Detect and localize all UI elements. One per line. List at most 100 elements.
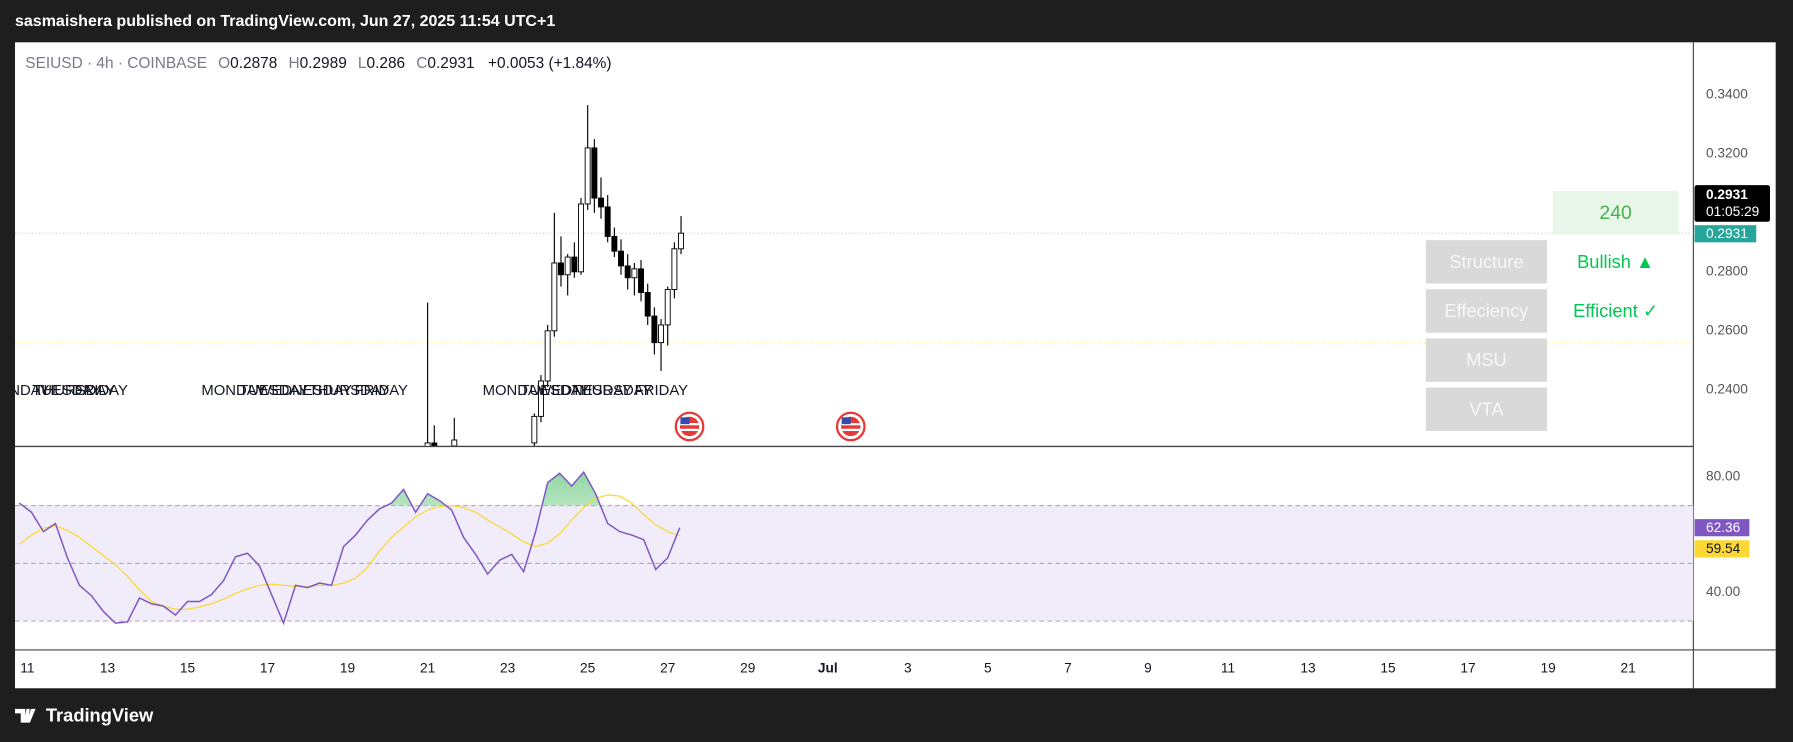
candle-body bbox=[538, 380, 544, 417]
x-tick-label: 19 bbox=[1540, 660, 1555, 675]
day-label: FRIDAY bbox=[355, 383, 408, 399]
x-tick-label: 9 bbox=[1144, 660, 1152, 675]
candle-body bbox=[424, 442, 431, 446]
x-tick-label: 25 bbox=[580, 660, 596, 675]
rsi-tick-label: 40.00 bbox=[1706, 584, 1741, 599]
rsi-tag bbox=[1694, 519, 1750, 537]
candle-body bbox=[611, 235, 618, 252]
day-label: TUESDAY bbox=[32, 383, 101, 399]
y-tick-label: 0.3200 bbox=[1706, 145, 1748, 160]
day-label: TUESDAY bbox=[239, 383, 308, 399]
legend-open: 0.2878 bbox=[230, 55, 277, 72]
event-flag bbox=[674, 411, 705, 442]
candle-body bbox=[551, 262, 558, 332]
candle-body bbox=[624, 265, 631, 279]
last-price-tag bbox=[1694, 225, 1757, 243]
status-table: 240 Structure Bullish ▲ Effeciency Efficien… bbox=[1425, 190, 1679, 432]
candle-body bbox=[598, 197, 604, 208]
rsi-band bbox=[15, 505, 1694, 622]
candle-body bbox=[664, 289, 671, 326]
price-pane: MONDAYTUESDAYTHURSDAYFRIDAYMONDAYTUESDAY… bbox=[0, 105, 1694, 446]
day-label: MONDAY bbox=[483, 383, 547, 399]
x-tick-label: 7 bbox=[1064, 660, 1072, 675]
candle-body bbox=[558, 262, 564, 276]
brand: TradingView bbox=[46, 705, 154, 726]
day-label: THURSDAY bbox=[34, 383, 115, 399]
row-label-cell bbox=[1425, 289, 1548, 333]
x-tick-label: 3 bbox=[904, 660, 912, 675]
row-label: MSU bbox=[1466, 349, 1507, 370]
day-label: WEDNESDAY bbox=[538, 383, 633, 399]
day-label: MONDAY bbox=[0, 383, 49, 399]
candle-body bbox=[591, 147, 598, 199]
row-value: Bullish ▲ bbox=[1577, 251, 1654, 272]
price-tag bbox=[1694, 185, 1770, 222]
rsi-tag-value: 62.36 bbox=[1706, 520, 1741, 535]
indicator-line bbox=[19, 494, 680, 610]
y-tick-label: 0.3400 bbox=[1706, 86, 1748, 101]
row-label: Effeciency bbox=[1444, 300, 1529, 321]
x-tick-label: 13 bbox=[100, 660, 116, 675]
last-price-value: 0.2931 bbox=[1706, 226, 1748, 241]
x-tick-label: 11 bbox=[20, 660, 34, 675]
candle-body bbox=[644, 292, 651, 317]
legend-o: O bbox=[218, 55, 230, 72]
publish-header: sasmaishera published on TradingView.com… bbox=[15, 13, 555, 30]
x-tick-label: 27 bbox=[660, 660, 675, 675]
x-tick-label: 5 bbox=[984, 660, 992, 675]
day-label: TUESDAY bbox=[520, 383, 589, 399]
legend-symbol: SEIUSD · 4h · COINBASE bbox=[25, 55, 207, 72]
day-label: FRIDAY bbox=[74, 383, 127, 399]
row-value: Efficient ✓ bbox=[1573, 300, 1658, 321]
x-tick-label: 15 bbox=[180, 660, 196, 675]
candle-body bbox=[631, 268, 638, 279]
x-tick-label: 17 bbox=[1460, 660, 1475, 675]
candle-body bbox=[658, 324, 665, 344]
event-flag bbox=[835, 411, 866, 442]
row-label: VTA bbox=[1469, 398, 1504, 419]
row-label: Structure bbox=[1449, 251, 1523, 272]
day-label: WEDNESDAY bbox=[257, 383, 352, 399]
x-tick-label: 23 bbox=[500, 660, 516, 675]
price-tag-value: 0.2931 bbox=[1706, 187, 1748, 202]
candle-body bbox=[451, 439, 458, 446]
ma-tag-value: 59.54 bbox=[1706, 541, 1741, 556]
logo: TradingView bbox=[15, 705, 154, 726]
candle-body bbox=[544, 330, 551, 382]
legend-l: L bbox=[358, 55, 367, 72]
y-tick-label: 0.2800 bbox=[1706, 263, 1748, 278]
x-tick-label: 21 bbox=[1621, 660, 1636, 675]
day-label: THURSDAY bbox=[309, 383, 390, 399]
candle-body bbox=[584, 147, 591, 205]
x-tick-label: 21 bbox=[420, 660, 435, 675]
ma-tag bbox=[1694, 540, 1750, 558]
candle-body bbox=[678, 232, 685, 250]
x-tick-label: 11 bbox=[1221, 660, 1235, 675]
candle-body bbox=[431, 442, 438, 446]
candle-body bbox=[671, 248, 678, 290]
legend-close: 0.2931 bbox=[427, 55, 474, 72]
candle-body bbox=[531, 415, 538, 444]
candle-body bbox=[578, 203, 584, 273]
x-tick-label: 29 bbox=[740, 660, 755, 675]
y-tick-label: 0.2600 bbox=[1706, 322, 1748, 337]
rsi-tick-label: 80.00 bbox=[1706, 468, 1741, 483]
candle-body bbox=[564, 256, 571, 276]
day-label: FRIDAY bbox=[635, 383, 688, 399]
candle-body bbox=[571, 256, 578, 273]
row-label-cell bbox=[1425, 338, 1548, 382]
countdown: 01:05:29 bbox=[1706, 204, 1759, 219]
rsi-pane bbox=[15, 470, 1694, 626]
x-tick-label: 19 bbox=[340, 660, 355, 675]
x-tick-label: 15 bbox=[1380, 660, 1396, 675]
x-tick-label: 17 bbox=[260, 660, 275, 675]
y-tick-label: 0.2400 bbox=[1706, 381, 1748, 396]
legend-c: C bbox=[416, 55, 427, 72]
timeframe: 240 bbox=[1599, 202, 1632, 224]
x-tick-label: 13 bbox=[1300, 660, 1316, 675]
row-label-cell bbox=[1425, 387, 1548, 432]
legend-low: 0.286 bbox=[367, 55, 406, 72]
legend-high: 0.2989 bbox=[300, 55, 347, 72]
candle-body bbox=[638, 268, 644, 293]
x-tick-label: Jul bbox=[818, 660, 838, 675]
